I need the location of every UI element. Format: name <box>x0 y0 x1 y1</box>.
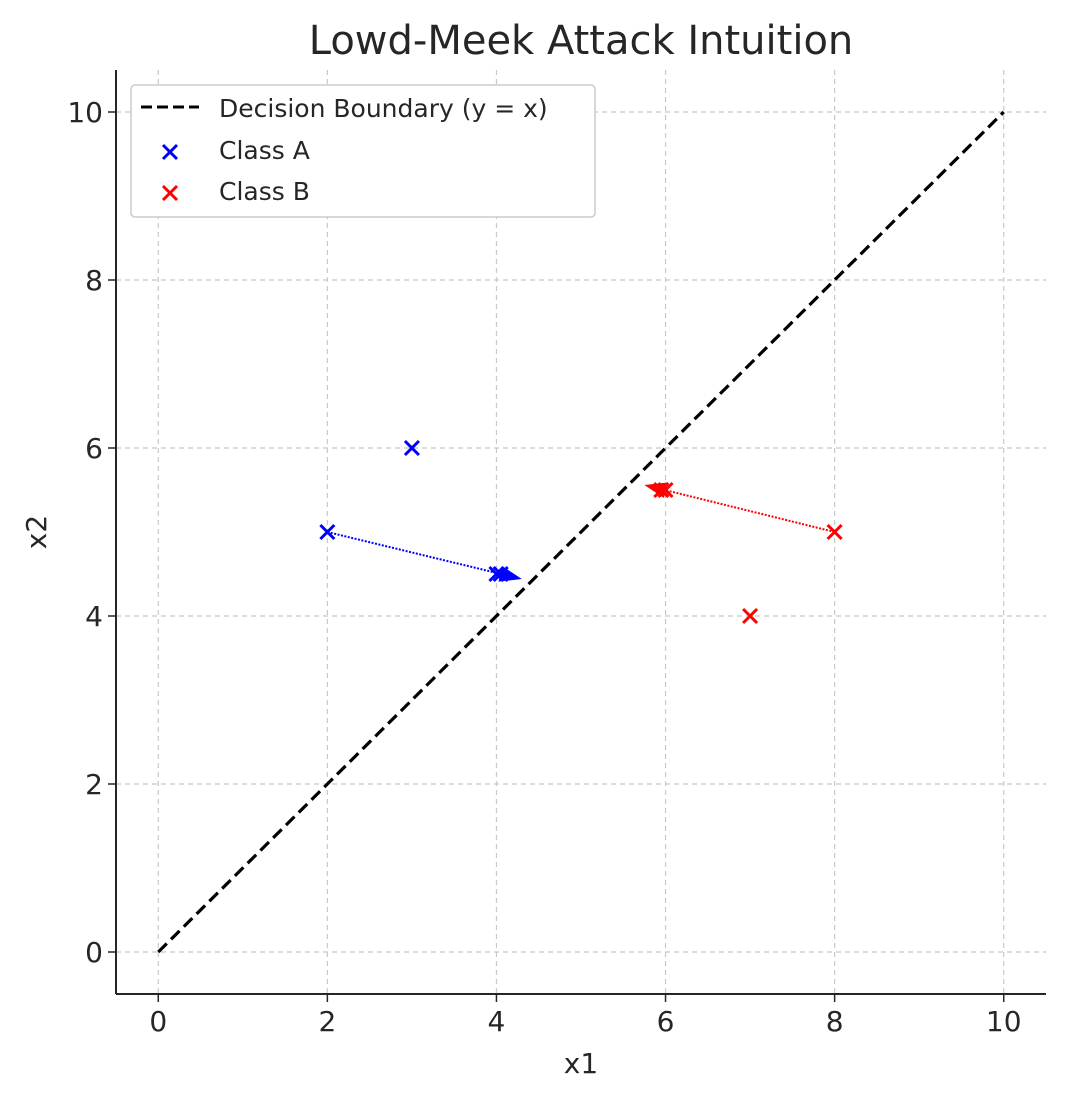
x-tick-label: 10 <box>986 1005 1022 1038</box>
y-tick-label: 10 <box>67 96 103 129</box>
marker-stroke <box>653 481 670 499</box>
x-tick-label: 0 <box>149 1005 167 1038</box>
chart-title: Lowd-Meek Attack Intuition <box>309 18 854 64</box>
class-a-point <box>319 523 336 541</box>
legend-x-icon <box>161 143 179 161</box>
marker-stroke <box>657 481 674 499</box>
x-tick-label: 4 <box>488 1005 506 1038</box>
marker-stroke <box>319 523 336 541</box>
y-tick-label: 8 <box>85 264 103 297</box>
legend-class-b-marker <box>161 184 179 202</box>
y-tick-label: 4 <box>85 600 103 633</box>
legend-box <box>130 84 596 218</box>
x-tick-label: 6 <box>657 1005 675 1038</box>
marker-stroke <box>161 184 179 202</box>
marker-stroke <box>742 607 759 625</box>
legend-boundary-label: Decision Boundary (y = x) <box>219 94 548 123</box>
legend-class-a-marker <box>161 143 179 161</box>
legend-class-b-label: Class B <box>219 177 310 206</box>
y-tick-label: 2 <box>85 768 103 801</box>
class-b-point <box>653 481 670 499</box>
x-tick-label: 8 <box>826 1005 844 1038</box>
y-tick-label: 0 <box>85 936 103 969</box>
class-a-point <box>488 565 505 583</box>
class-b-point <box>657 481 674 499</box>
y-axis-label: x2 <box>20 515 53 549</box>
marker-stroke <box>492 565 509 583</box>
legend: Decision Boundary (y = x) Class A Class … <box>130 84 596 218</box>
marker-stroke <box>403 439 420 457</box>
decision-boundary-line <box>157 110 1005 954</box>
marker-stroke <box>161 143 179 161</box>
class-b-point <box>742 607 759 625</box>
attack-path-arrow <box>665 489 835 533</box>
marker-stroke <box>488 565 505 583</box>
class-b-point <box>826 523 843 541</box>
attack-path-arrow <box>327 531 501 575</box>
class-a-point <box>403 439 420 457</box>
class-a-point <box>492 565 509 583</box>
marker-stroke <box>826 523 843 541</box>
axes: 0 2 4 6 8 10 0 2 4 6 8 10 <box>67 70 1046 1038</box>
marks <box>157 110 1005 954</box>
x-tick-label: 2 <box>318 1005 336 1038</box>
x-axis-label: x1 <box>564 1047 598 1080</box>
legend-class-a-label: Class A <box>219 136 310 165</box>
y-tick-label: 6 <box>85 432 103 465</box>
legend-x-icon <box>161 184 179 202</box>
